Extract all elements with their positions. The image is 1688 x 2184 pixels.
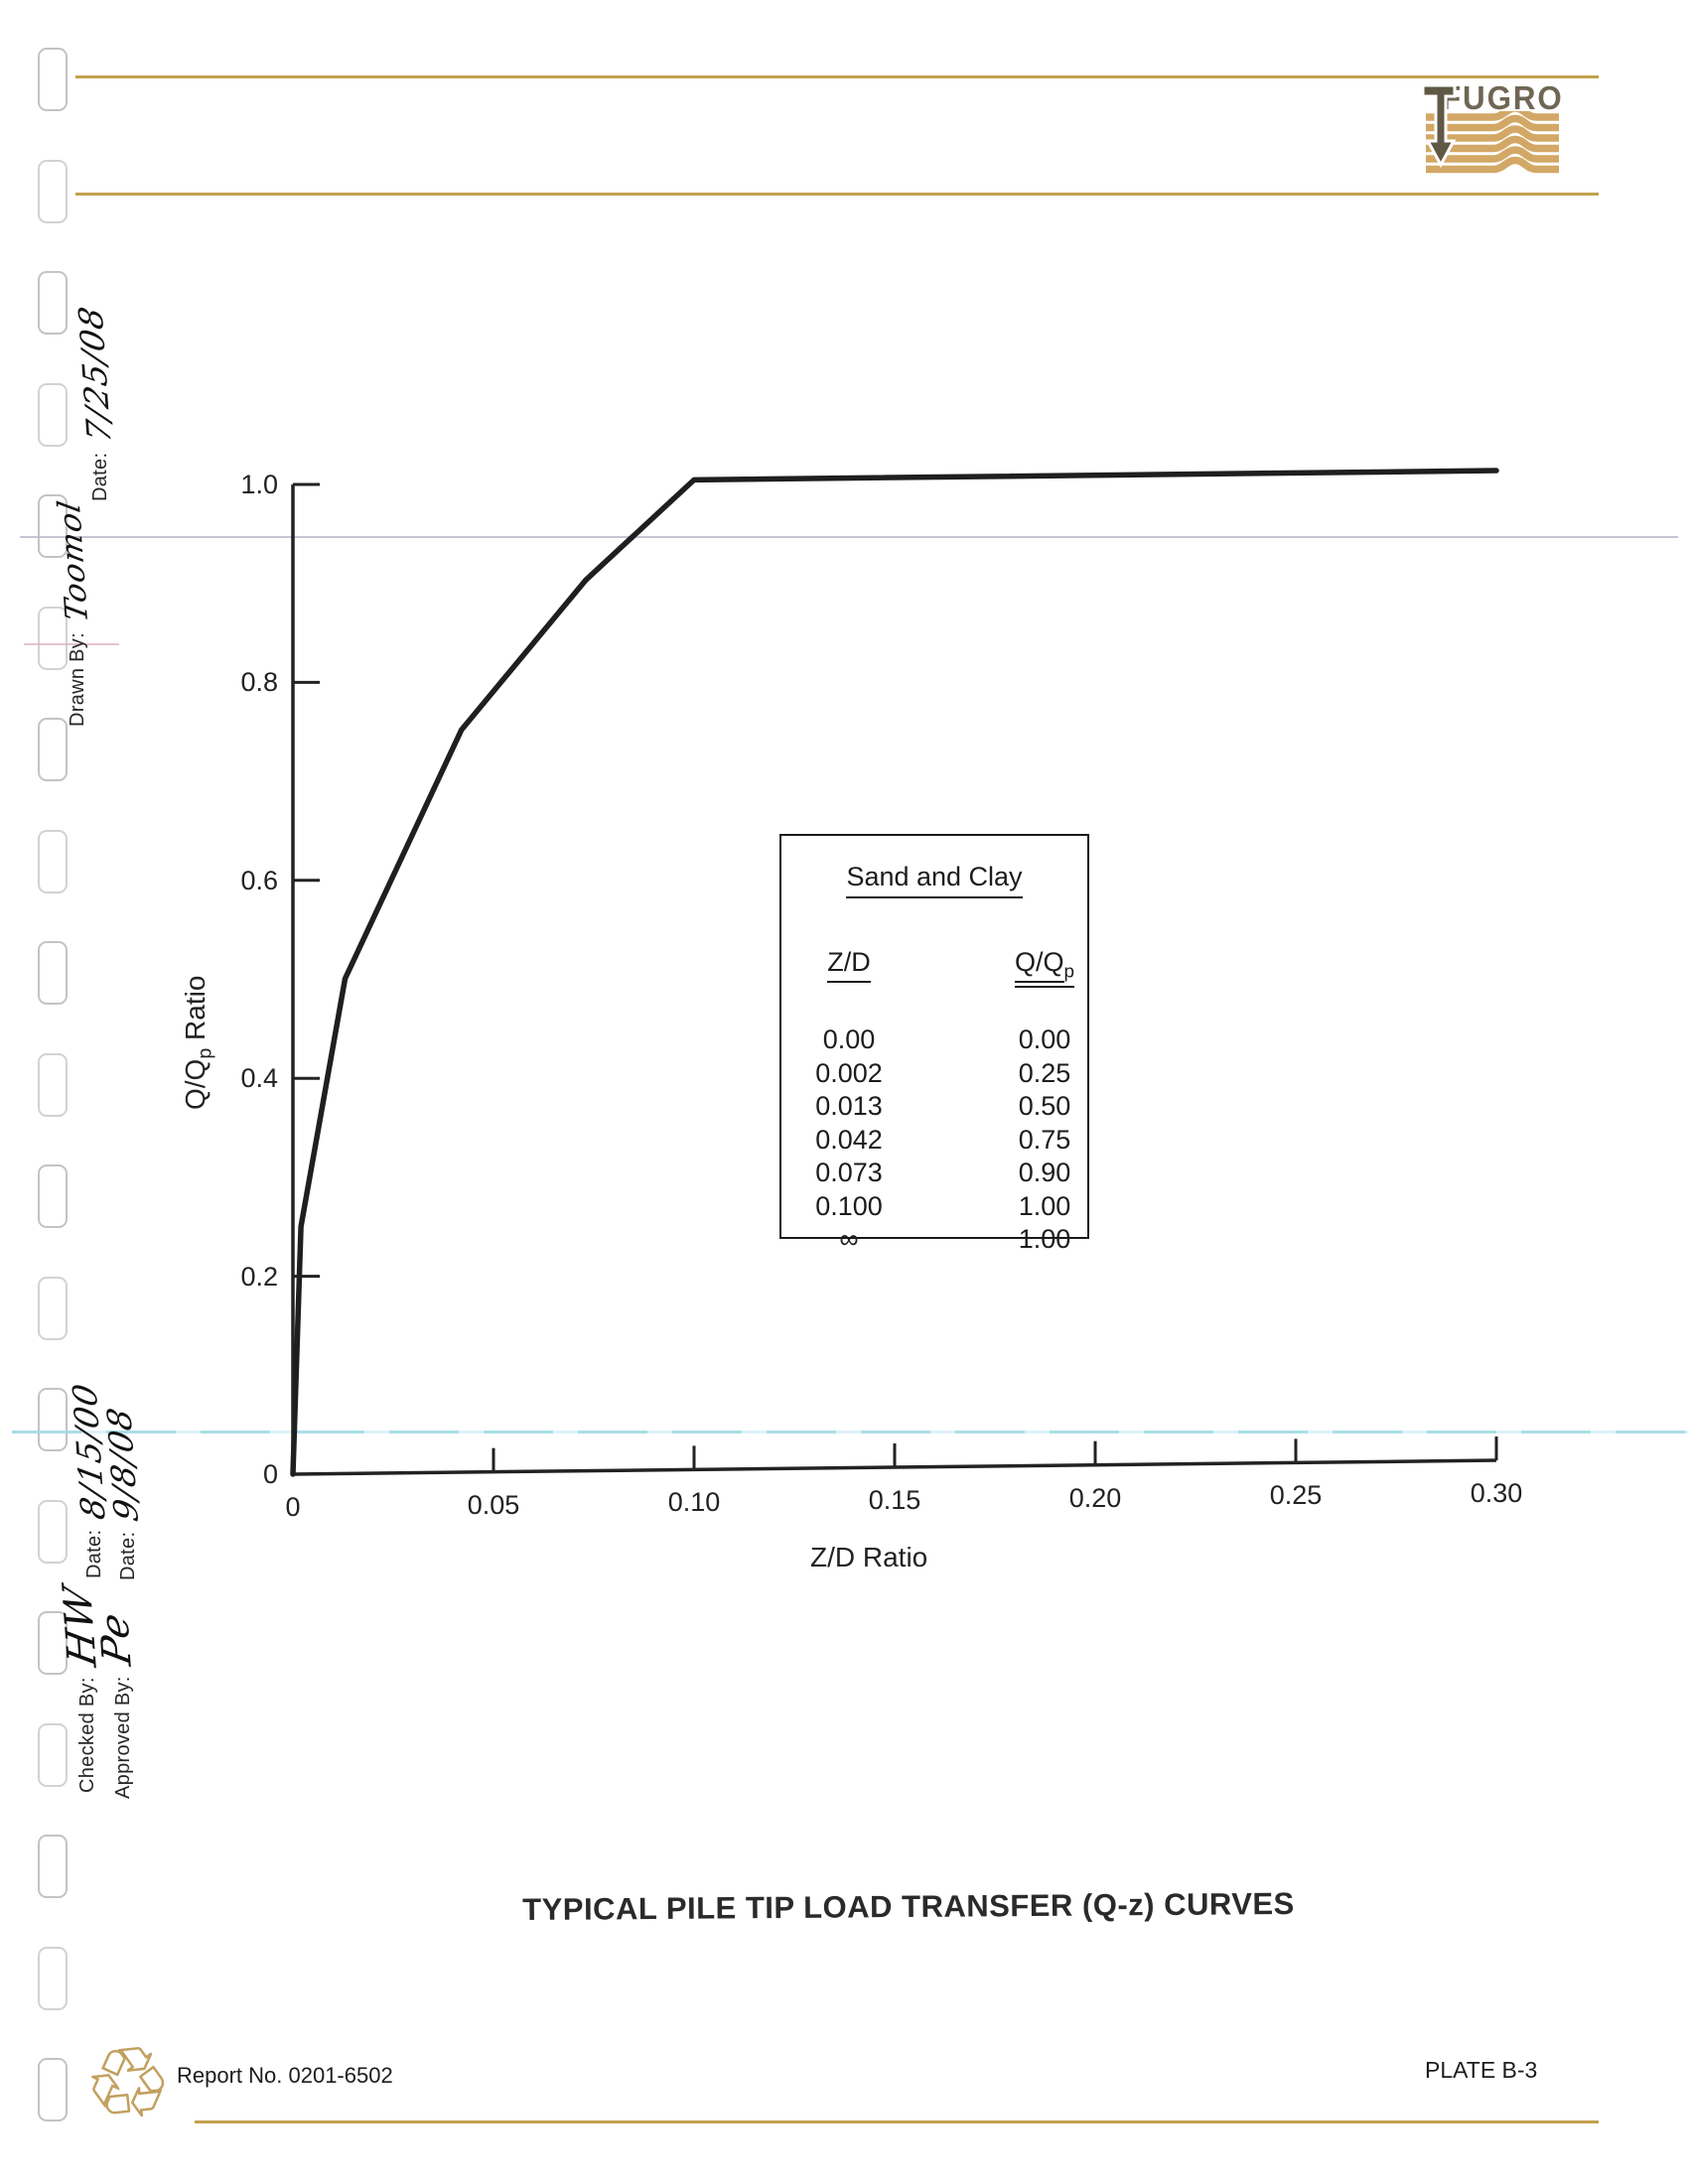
- punch-hole: [38, 1499, 68, 1564]
- punch-hole: [38, 48, 68, 111]
- plate-number: PLATE B-3: [1425, 2057, 1538, 2083]
- y-tick-label: 0.4: [240, 1063, 278, 1094]
- zd-value: 0.00: [822, 1024, 876, 1054]
- zd-value: 0.100: [815, 1190, 883, 1221]
- punch-hole: [38, 1052, 68, 1117]
- qqp-value: 0.90: [1018, 1158, 1071, 1187]
- qqp-value: 1.00: [1018, 1190, 1071, 1221]
- load-transfer-curve: [290, 468, 1499, 1477]
- table-row: 0.013 0.50: [781, 1091, 1087, 1125]
- fugro-logo-stripes: [1426, 111, 1559, 174]
- punch-hole: [38, 606, 68, 670]
- qqp-value: 0.50: [1018, 1091, 1071, 1121]
- zd-value: 0.013: [815, 1091, 883, 1121]
- load-transfer-data-table: Sand and Clay Z/D Q/Qp 0.00 0.00 0.002 0.25…: [779, 834, 1089, 1254]
- punch-hole: [38, 1388, 68, 1451]
- table-header-zd: Z/D: [789, 947, 909, 983]
- punch-hole: [38, 271, 68, 335]
- zd-value: 0.002: [815, 1057, 883, 1088]
- punch-hole: [38, 382, 68, 447]
- table-row: ∞ 1.00: [781, 1224, 1087, 1258]
- qqp-value: 1.00: [1018, 1224, 1071, 1254]
- scan-artifact-line-lavender: [20, 536, 1678, 538]
- table-row: 0.002 0.25: [781, 1058, 1087, 1092]
- qqp-value: 0.75: [1018, 1124, 1071, 1155]
- zd-value: 0.073: [815, 1158, 883, 1187]
- punch-hole: [38, 2058, 68, 2121]
- table-header-qqp: Q/Qp: [985, 947, 1104, 989]
- fugro-logo-text: FUGRO: [1442, 79, 1564, 116]
- y-tick-label: 0: [262, 1459, 278, 1489]
- bottom-gold-rule: [195, 2120, 1599, 2123]
- x-axis-title: Z/D Ratio: [810, 1542, 928, 1572]
- x-tick-label: 0.10: [667, 1487, 721, 1518]
- report-number: Report No. 0201-6502: [177, 2063, 393, 2088]
- table-row: 0.042 0.75: [781, 1125, 1087, 1159]
- x-tick-label: 0.20: [1068, 1482, 1122, 1513]
- table-title: Sand and Clay: [781, 862, 1087, 898]
- zd-value: ∞: [839, 1224, 859, 1254]
- top-gold-rule-2: [75, 193, 1599, 196]
- punch-hole: [38, 941, 68, 1005]
- punch-hole: [38, 494, 68, 558]
- scan-artifact-line-pink: [24, 643, 119, 645]
- y-tick-label: 1.0: [240, 470, 278, 499]
- table-rows: 0.00 0.00 0.002 0.25 0.013 0.50 0.042 0.75 0.073…: [781, 1024, 1087, 1258]
- qqp-value: 0.00: [1018, 1024, 1071, 1054]
- top-gold-rule-1: [75, 75, 1599, 78]
- y-tick-label: 0.6: [240, 865, 278, 895]
- punch-hole: [38, 1946, 68, 2010]
- punch-hole: [38, 159, 68, 223]
- table-row: 0.00 0.00: [781, 1024, 1087, 1058]
- x-tick-label: 0.25: [1269, 1480, 1323, 1511]
- punch-hole: [38, 1276, 68, 1340]
- page-title: TYPICAL PILE TIP LOAD TRANSFER (Q-z) CUR…: [522, 1885, 1295, 1928]
- punch-hole: [38, 1164, 68, 1228]
- y-axis-title: Q/Qp Ratio: [180, 975, 216, 1110]
- punch-hole: [38, 829, 68, 893]
- x-tick-label: 0.30: [1470, 1478, 1523, 1509]
- recycle-icon: ♻: [78, 2026, 177, 2143]
- y-tick-label: 0.8: [240, 667, 278, 698]
- scan-artifact-line-cyan: [12, 1431, 1688, 1433]
- table-row: 0.100 1.00: [781, 1191, 1087, 1225]
- punch-hole: [38, 1722, 68, 1787]
- punch-hole: [38, 1611, 68, 1675]
- zd-value: 0.042: [815, 1124, 883, 1155]
- x-tick-label: 0.15: [868, 1485, 921, 1516]
- x-tick-label: 0.05: [467, 1489, 520, 1520]
- punch-hole: [38, 718, 68, 781]
- qqp-value: 0.25: [1018, 1057, 1071, 1088]
- y-tick-label: 0.2: [240, 1261, 278, 1292]
- table-row: 0.073 0.90: [781, 1158, 1087, 1191]
- punch-hole: [38, 1835, 68, 1898]
- fugro-logo-arrow-icon: [1421, 83, 1457, 169]
- x-tick-label: 0: [285, 1492, 301, 1522]
